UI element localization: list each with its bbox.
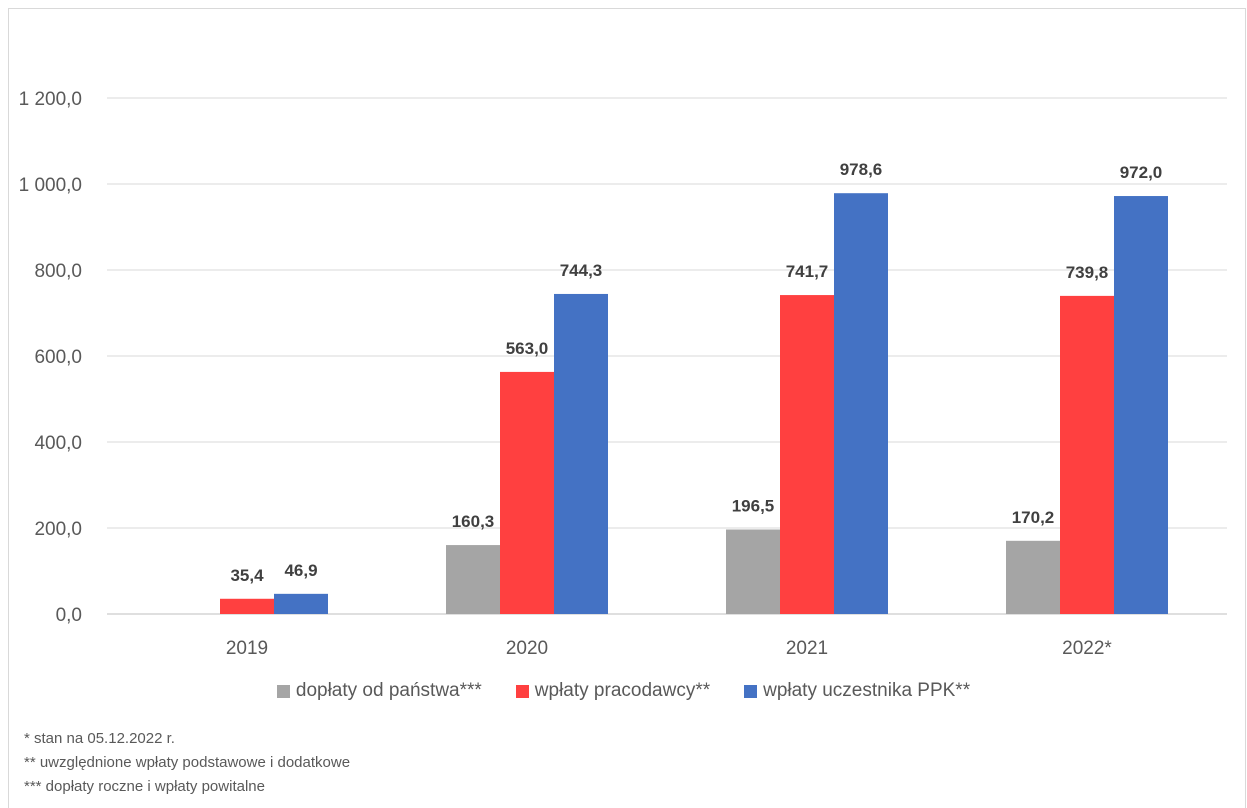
bar: [726, 529, 780, 614]
y-tick-label: 400,0: [34, 433, 82, 454]
x-tick-label: 2020: [506, 638, 548, 659]
data-label: 160,3: [452, 512, 495, 531]
legend-label-state: dopłaty od państwa***: [295, 680, 482, 701]
legend-swatch-state: [276, 684, 290, 698]
x-tick-label: 2019: [226, 638, 268, 659]
bar: [834, 193, 888, 614]
data-label: 972,0: [1120, 163, 1163, 182]
chart-frame: [8, 8, 1246, 808]
bar: [220, 598, 274, 614]
data-label: 741,7: [786, 262, 829, 281]
legend-swatch-employer: [515, 684, 529, 698]
footnote-2: ** uwzględnione wpłaty podstawowe i doda…: [24, 754, 351, 771]
y-tick-label: 600,0: [34, 347, 82, 368]
bar: [780, 295, 834, 614]
legend: dopłaty od państwa*** wpłaty pracodawcy*…: [0, 680, 1247, 702]
footnote-1: * stan na 05.12.2022 r.: [24, 730, 175, 747]
data-label: 563,0: [506, 339, 549, 358]
y-tick-label: 1 200,0: [19, 89, 82, 110]
bar: [446, 545, 500, 614]
y-tick-label: 200,0: [34, 519, 82, 540]
bar: [1060, 295, 1114, 614]
bar-chart: 0,0 200,0 400,0 600,0 800,0 1 000,0 1 200,0 35,…: [19, 89, 1227, 659]
legend-item-participant: wpłaty uczestnika PPK**: [744, 680, 970, 702]
legend-item-state: dopłaty od państwa***: [276, 680, 482, 702]
legend-item-employer: wpłaty pracodawcy**: [515, 680, 711, 702]
bar: [554, 293, 608, 614]
y-tick-label: 1 000,0: [19, 175, 82, 196]
x-tick-label: 2021: [786, 638, 828, 659]
legend-label-employer: wpłaty pracodawcy**: [534, 680, 711, 701]
bar: [1114, 196, 1168, 615]
y-tick-label: 800,0: [34, 261, 82, 282]
data-label: 744,3: [560, 261, 603, 280]
legend-label-participant: wpłaty uczestnika PPK**: [763, 680, 971, 701]
bar: [500, 371, 554, 614]
data-label: 978,6: [840, 160, 883, 179]
data-label: 170,2: [1012, 508, 1055, 527]
y-tick-label: 0,0: [56, 605, 82, 626]
footnotes: * stan na 05.12.2022 r. ** uwzględnione …: [24, 727, 350, 799]
bar: [274, 593, 328, 614]
data-label: 46,9: [284, 561, 317, 580]
legend-swatch-participant: [744, 684, 758, 698]
bar: [1006, 540, 1060, 614]
data-label: 739,8: [1066, 263, 1109, 282]
data-label: 196,5: [732, 497, 775, 516]
x-tick-label: 2022*: [1062, 638, 1112, 659]
footnote-3: *** dopłaty roczne i wpłaty powitalne: [24, 778, 265, 795]
data-label: 35,4: [230, 566, 264, 585]
